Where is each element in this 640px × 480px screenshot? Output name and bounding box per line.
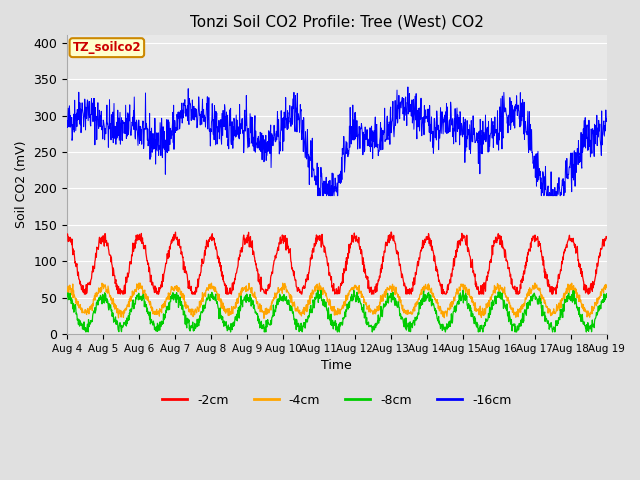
Legend: -2cm, -4cm, -8cm, -16cm: -2cm, -4cm, -8cm, -16cm bbox=[157, 389, 516, 411]
Y-axis label: Soil CO2 (mV): Soil CO2 (mV) bbox=[15, 141, 28, 228]
Title: Tonzi Soil CO2 Profile: Tree (West) CO2: Tonzi Soil CO2 Profile: Tree (West) CO2 bbox=[190, 15, 484, 30]
Text: TZ_soilco2: TZ_soilco2 bbox=[72, 41, 141, 54]
X-axis label: Time: Time bbox=[321, 360, 352, 372]
